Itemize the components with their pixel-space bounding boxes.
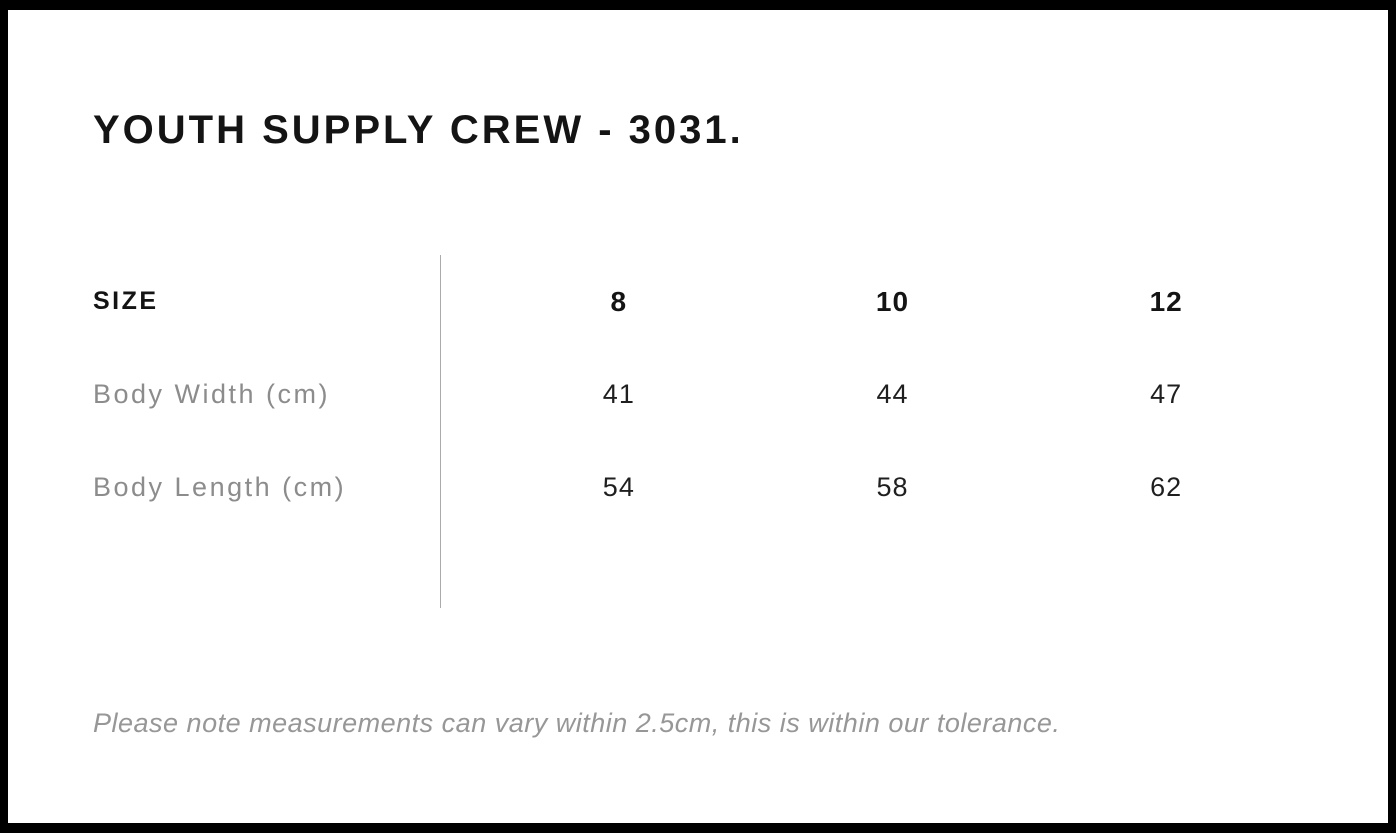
body-width-size-8-value: 41 bbox=[602, 379, 635, 409]
size-header-cell: SIZE bbox=[93, 287, 159, 315]
size-column-header-10: 10 bbox=[875, 285, 910, 317]
tolerance-note: Please note measurements can vary within… bbox=[93, 708, 1061, 738]
body-length-size-8-value: 54 bbox=[602, 472, 635, 502]
page-title: YOUTH SUPPLY CREW - 3031. bbox=[93, 108, 744, 152]
size-column-header-12: 12 bbox=[1149, 285, 1183, 317]
column-divider-line bbox=[440, 255, 441, 608]
size-chart-table: SIZE 8 10 12 Body Width (cm) 41 44 47 Bo… bbox=[93, 255, 1303, 608]
row-label-body-width: Body Width (cm) bbox=[93, 379, 331, 409]
body-width-size-12-value: 47 bbox=[1150, 379, 1183, 409]
table-row-body-width: Body Width (cm) 41 44 47 bbox=[93, 348, 1303, 441]
row-label-body-length: Body Length (cm) bbox=[93, 472, 347, 502]
body-length-size-10-value: 58 bbox=[876, 472, 909, 502]
body-width-size-10-value: 44 bbox=[876, 379, 909, 409]
body-length-size-12-value: 62 bbox=[1150, 472, 1183, 502]
table-row-body-length: Body Length (cm) 54 58 62 bbox=[93, 441, 1303, 534]
size-column-header-8: 8 bbox=[610, 285, 628, 317]
size-chart-header-row: SIZE 8 10 12 bbox=[93, 255, 1303, 348]
size-guide-content: YOUTH SUPPLY CREW - 3031. SIZE 8 10 12 B… bbox=[8, 10, 1388, 823]
